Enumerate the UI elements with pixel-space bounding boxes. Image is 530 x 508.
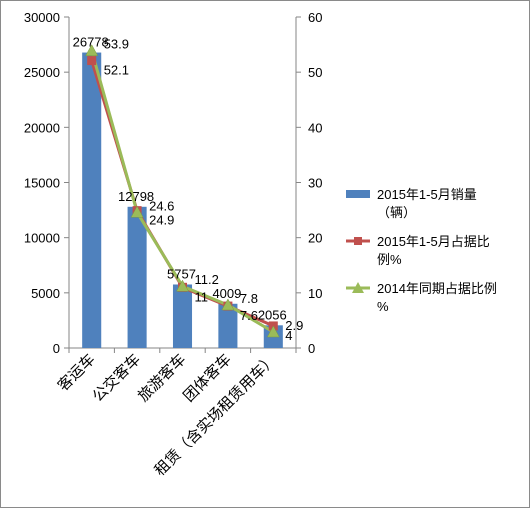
legend-label: （辆） — [377, 205, 416, 220]
y-right-tick-label: 0 — [308, 341, 315, 356]
line-2014-data-label: 53.9 — [104, 37, 129, 52]
line-2015-data-label: 52.1 — [104, 63, 129, 78]
y-right-tick-label: 20 — [308, 231, 322, 246]
y-left-tick-label: 0 — [53, 341, 60, 356]
y-left-tick-label: 20000 — [24, 120, 60, 135]
x-category-label: 客运车 — [54, 350, 99, 395]
line-2015-data-label: 11 — [195, 289, 209, 304]
y-right-tick-label: 30 — [308, 176, 322, 191]
line-2015-data-label: 7.6 — [240, 308, 258, 323]
x-category-label: 公交客车 — [89, 350, 144, 405]
bar-data-label: 5757 — [167, 266, 196, 281]
legend-label: % — [377, 299, 389, 314]
triangle-marker-1 — [130, 205, 144, 218]
bar-3 — [218, 303, 238, 348]
y-right-tick-label: 40 — [308, 120, 322, 135]
square-marker-0 — [87, 56, 97, 66]
legend-label: 例% — [377, 252, 402, 267]
legend-label: 2015年1-5月销量 — [377, 187, 477, 202]
y-left-tick-label: 15000 — [24, 176, 60, 191]
bar-1 — [127, 206, 147, 348]
triangle-marker-4 — [266, 325, 280, 338]
y-left-tick-label: 5000 — [31, 286, 60, 301]
y-left-tick-label: 30000 — [24, 10, 60, 25]
line-2014-data-label: 24.6 — [149, 198, 174, 213]
legend-triangle-marker — [352, 282, 364, 293]
y-left-tick-label: 25000 — [24, 65, 60, 80]
bar-2 — [172, 284, 193, 348]
bar-data-label: 2056 — [258, 307, 287, 322]
legend-swatch-bar — [346, 190, 370, 198]
triangle-marker-2 — [176, 279, 189, 292]
triangle-marker-0 — [85, 44, 99, 56]
line-2015-data-label: 24.9 — [149, 213, 174, 228]
y-right-tick-label: 60 — [308, 10, 322, 25]
legend-label: 2015年1-5月占据比 — [377, 234, 490, 249]
bar-data-label: 4009 — [212, 286, 241, 301]
bar-data-label: 26778 — [73, 35, 109, 50]
y-right-tick-label: 50 — [308, 65, 322, 80]
y-right-tick-label: 10 — [308, 286, 322, 301]
y-left-tick-label: 10000 — [24, 231, 60, 246]
x-category-label: 旅游客车 — [134, 350, 189, 405]
legend-label: 2014年同期占据比例 — [377, 281, 497, 296]
bar-0 — [82, 52, 102, 348]
legend-square-marker — [354, 237, 362, 245]
line-2015-data-label: 4 — [285, 328, 292, 343]
bar-data-label: 12798 — [118, 189, 154, 204]
line-2014-data-label: 2.9 — [285, 318, 303, 333]
triangle-marker-3 — [221, 298, 235, 311]
line-2014-data-label: 7.8 — [240, 291, 258, 306]
line-2014-data-label: 11.2 — [195, 272, 219, 287]
